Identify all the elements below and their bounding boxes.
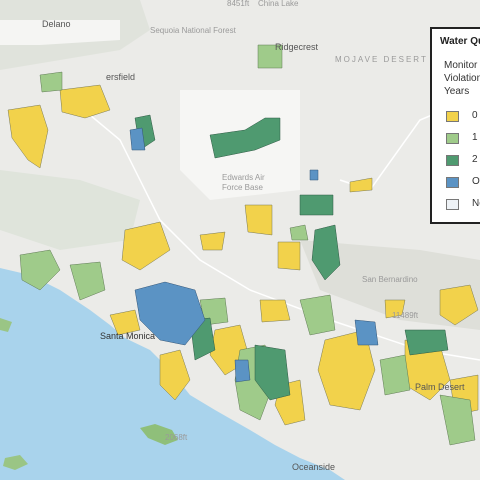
place-label: Ridgecrest bbox=[275, 42, 319, 52]
legend-label: 1 bbox=[472, 132, 478, 143]
place-label: Oceanside bbox=[292, 462, 335, 472]
place-label: Sequoia National Forest bbox=[150, 26, 237, 35]
place-label: Palm Desert bbox=[415, 382, 465, 392]
place-label: Santa Monica bbox=[100, 331, 155, 341]
elevation-label: 2068ft bbox=[165, 433, 188, 442]
place-label: China Lake bbox=[258, 0, 299, 8]
legend-label: 2 - bbox=[472, 154, 480, 165]
legend-title: Water Qu bbox=[440, 36, 480, 47]
legend-swatch bbox=[446, 199, 459, 210]
legend-label: No bbox=[472, 198, 480, 209]
place-label: MOJAVE DESERT bbox=[335, 55, 428, 64]
island bbox=[0, 318, 12, 332]
place-label: San Bernardino bbox=[362, 275, 418, 284]
systems-over bbox=[129, 127, 379, 383]
road bbox=[59, 89, 251, 291]
place-label: Edwards Air bbox=[222, 173, 265, 182]
legend-subtitle: Years bbox=[444, 86, 470, 97]
forest-shade bbox=[0, 170, 140, 250]
elevation-label: 8451ft bbox=[227, 0, 250, 8]
legend-subtitle: Violation bbox=[444, 73, 480, 84]
legend-label: 0 bbox=[472, 110, 478, 121]
legend-label: Ov bbox=[472, 176, 480, 187]
place-label: ersfield bbox=[106, 72, 135, 82]
legend-subtitle: Monitor bbox=[444, 60, 478, 71]
white-area bbox=[0, 20, 120, 45]
island bbox=[3, 455, 28, 470]
legend-swatch bbox=[446, 177, 459, 188]
place-label: Force Base bbox=[222, 183, 263, 192]
legend-swatch bbox=[446, 111, 459, 122]
elevation-label: 11489ft bbox=[392, 311, 419, 320]
island bbox=[140, 424, 178, 445]
place-label: Delano bbox=[42, 19, 71, 29]
systems-0 bbox=[7, 84, 479, 426]
systems-1 bbox=[19, 44, 476, 446]
legend-swatch bbox=[446, 133, 459, 144]
legend-swatch bbox=[446, 155, 459, 166]
mountain-shade bbox=[300, 240, 480, 330]
legend: Water Qu Monitor Violation Years 0 1 2 -… bbox=[430, 27, 480, 224]
